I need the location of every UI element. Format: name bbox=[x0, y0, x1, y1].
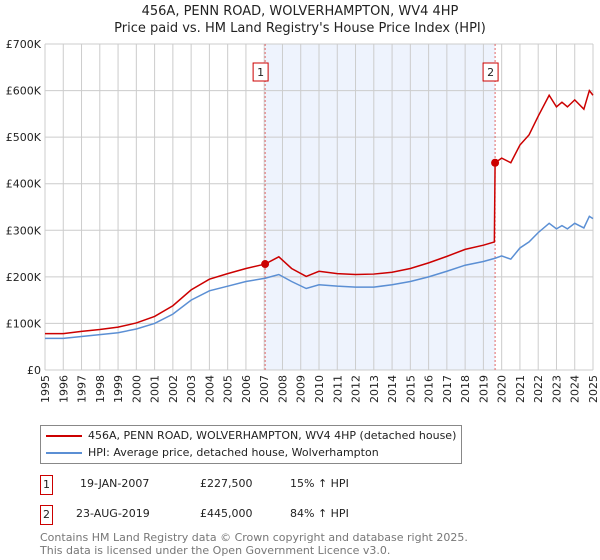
x-tick-label: 2005 bbox=[222, 375, 235, 403]
x-tick-label: 2003 bbox=[185, 375, 198, 403]
legend-label-property: 456A, PENN ROAD, WOLVERHAMPTON, WV4 4HP … bbox=[88, 429, 457, 442]
price-chart: 1995 1996 1997 1998 1999 2000 2001 2002 2003 2004… bbox=[6, 38, 600, 403]
x-tick-label: 2013 bbox=[368, 375, 381, 403]
series-line bbox=[45, 215, 594, 340]
sale-point bbox=[261, 260, 270, 269]
y-tick-label: £700K bbox=[6, 38, 42, 51]
y-tick-label: £300K bbox=[6, 224, 42, 237]
x-tick-label: 2017 bbox=[441, 375, 454, 403]
x-tick-label: 2024 bbox=[569, 375, 582, 403]
x-tick-label: 2012 bbox=[350, 375, 363, 403]
x-tick-label: 1999 bbox=[112, 375, 125, 403]
x-tick-label: 2016 bbox=[423, 375, 436, 403]
x-tick-label: 1997 bbox=[76, 375, 89, 403]
legend: 456A, PENN ROAD, WOLVERHAMPTON, WV4 4HP … bbox=[40, 425, 462, 464]
x-tick-label: 2008 bbox=[276, 375, 289, 403]
x-tick-label: 2022 bbox=[532, 375, 545, 403]
marker-badge: 2 bbox=[40, 505, 53, 525]
y-tick-label: £200K bbox=[6, 271, 42, 284]
x-tick-label: 2015 bbox=[404, 375, 417, 403]
y-tick-label: £100K bbox=[6, 317, 42, 330]
legend-swatch-property bbox=[46, 435, 82, 437]
sale-point bbox=[491, 158, 500, 167]
x-tick-label: 2010 bbox=[313, 375, 326, 403]
shaded-period bbox=[265, 44, 496, 370]
marker-badge: 1 bbox=[40, 475, 53, 495]
x-tick-label: 1998 bbox=[94, 375, 107, 403]
transaction-date: 19-JAN-2007 bbox=[80, 477, 150, 490]
y-tick-label: £500K bbox=[6, 131, 42, 144]
x-tick-label: 2023 bbox=[550, 375, 563, 403]
x-tick-label: 2006 bbox=[240, 375, 253, 403]
footer: Contains HM Land Registry data © Crown c… bbox=[40, 531, 468, 557]
transaction-date: 23-AUG-2019 bbox=[76, 507, 150, 520]
x-tick-label: 2025 bbox=[587, 375, 600, 403]
marker-badge bbox=[482, 62, 499, 82]
y-tick-label: £600K bbox=[6, 85, 42, 98]
x-tick-label: 2019 bbox=[477, 375, 490, 403]
x-tick-label: 2011 bbox=[331, 375, 344, 403]
legend-swatch-hpi bbox=[46, 452, 82, 454]
x-tick-label: 2020 bbox=[496, 375, 509, 403]
x-tick-label: 1995 bbox=[39, 375, 52, 403]
x-tick-label: 2007 bbox=[258, 375, 271, 403]
marker-badge-label: 2 bbox=[487, 66, 494, 79]
x-tick-label: 2001 bbox=[149, 375, 162, 403]
x-tick-label: 2002 bbox=[167, 375, 180, 403]
marker-badge-label: 1 bbox=[257, 66, 264, 79]
x-tick-label: 2014 bbox=[386, 375, 399, 403]
x-tick-label: 2004 bbox=[203, 375, 216, 403]
chart-subtitle: Price paid vs. HM Land Registry's House … bbox=[114, 21, 486, 36]
x-tick-label: 2018 bbox=[459, 375, 472, 403]
series-line bbox=[45, 88, 594, 335]
y-tick-label: £0 bbox=[27, 364, 41, 377]
x-tick-label: 2021 bbox=[514, 375, 527, 403]
transaction-hpi: 15% ↑ HPI bbox=[290, 477, 349, 490]
y-tick-label: £400K bbox=[6, 178, 42, 191]
footer-copyright: Contains HM Land Registry data © Crown c… bbox=[40, 531, 468, 544]
chart-title: 456A, PENN ROAD, WOLVERHAMPTON, WV4 4HP bbox=[141, 4, 459, 19]
marker-badge bbox=[252, 62, 269, 82]
transaction-price: £227,500 bbox=[200, 477, 253, 490]
x-tick-label: 2000 bbox=[130, 375, 143, 403]
legend-label-hpi: HPI: Average price, detached house, Wolv… bbox=[88, 446, 379, 459]
x-tick-label: 1996 bbox=[57, 375, 70, 403]
x-tick-label: 2009 bbox=[295, 375, 308, 403]
transaction-price: £445,000 bbox=[200, 507, 253, 520]
transaction-hpi: 84% ↑ HPI bbox=[290, 507, 349, 520]
footer-licence: This data is licensed under the Open Gov… bbox=[40, 544, 391, 557]
